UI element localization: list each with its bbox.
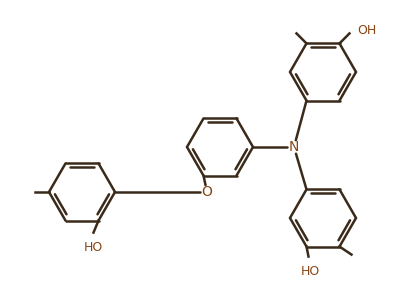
Text: OH: OH [358,24,377,37]
Text: HO: HO [301,265,320,278]
Text: HO: HO [84,240,103,254]
Text: O: O [202,185,213,199]
Text: N: N [289,140,299,154]
